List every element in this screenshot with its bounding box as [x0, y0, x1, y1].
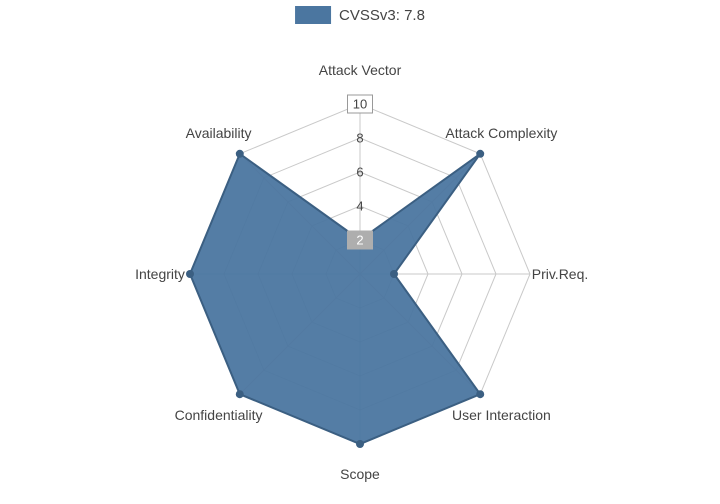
series-point[interactable]	[186, 270, 194, 278]
legend-label: CVSSv3: 7.8	[339, 7, 425, 24]
series-polygon	[190, 154, 480, 444]
series-point[interactable]	[476, 390, 484, 398]
chart-stage: CVSSv3: 7.8 Attack VectorAttack Complexi…	[0, 0, 720, 504]
series-point[interactable]	[356, 440, 364, 448]
series-point[interactable]	[356, 236, 364, 244]
series-point[interactable]	[476, 150, 484, 158]
radar-svg	[0, 0, 720, 504]
series-point[interactable]	[236, 150, 244, 158]
series-point[interactable]	[390, 270, 398, 278]
legend-swatch	[295, 6, 331, 24]
legend[interactable]: CVSSv3: 7.8	[295, 6, 425, 24]
series-point[interactable]	[236, 390, 244, 398]
